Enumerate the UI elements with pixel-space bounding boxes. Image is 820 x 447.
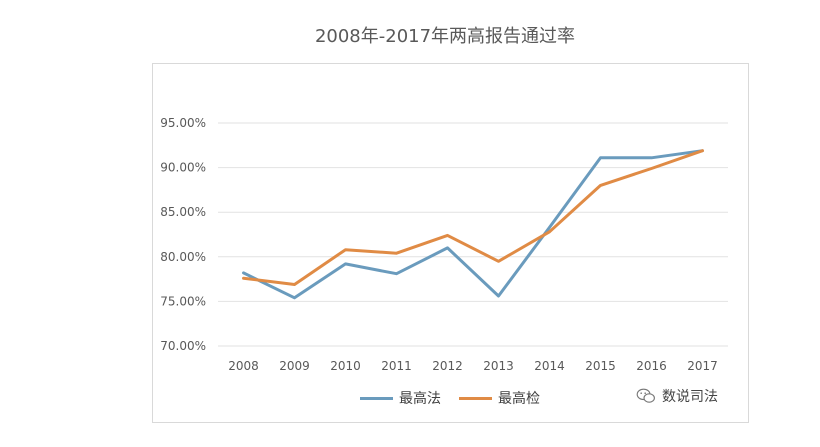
legend-item-series-2: 最高检 bbox=[459, 388, 540, 408]
x-tick-label: 2014 bbox=[534, 359, 565, 373]
legend-label-series-1: 最高法 bbox=[399, 391, 441, 407]
x-tick-label: 2012 bbox=[432, 359, 463, 373]
legend-label-series-2: 最高检 bbox=[498, 391, 540, 407]
legend-swatch-series-2 bbox=[459, 396, 492, 400]
watermark: 数说司法 bbox=[636, 386, 718, 406]
series-line-1 bbox=[242, 149, 704, 300]
y-tick-label: 85.00% bbox=[160, 205, 206, 219]
x-tick-label: 2017 bbox=[687, 359, 718, 373]
x-tick-label: 2011 bbox=[381, 359, 412, 373]
x-tick-label: 2008 bbox=[228, 359, 259, 373]
legend-item-series-1: 最高法 bbox=[360, 388, 441, 408]
y-tick-label: 75.00% bbox=[160, 294, 206, 308]
y-tick-label: 95.00% bbox=[160, 116, 206, 130]
wechat-icon bbox=[636, 388, 655, 403]
watermark-text: 数说司法 bbox=[662, 389, 718, 405]
x-tick-label: 2009 bbox=[279, 359, 310, 373]
x-tick-label: 2010 bbox=[330, 359, 361, 373]
legend-swatch-series-1 bbox=[360, 396, 393, 400]
y-tick-label: 80.00% bbox=[160, 250, 206, 264]
x-tick-label: 2015 bbox=[585, 359, 616, 373]
legend: 最高法 最高检 bbox=[0, 388, 820, 408]
y-tick-label: 90.00% bbox=[160, 161, 206, 175]
y-tick-label: 70.00% bbox=[160, 339, 206, 353]
series-line-2 bbox=[242, 149, 704, 286]
chart-title: 2008年-2017年两高报告通过率 bbox=[314, 26, 576, 47]
x-tick-label: 2016 bbox=[636, 359, 667, 373]
plot-area-frame bbox=[152, 63, 749, 423]
x-tick-label: 2013 bbox=[483, 359, 514, 373]
